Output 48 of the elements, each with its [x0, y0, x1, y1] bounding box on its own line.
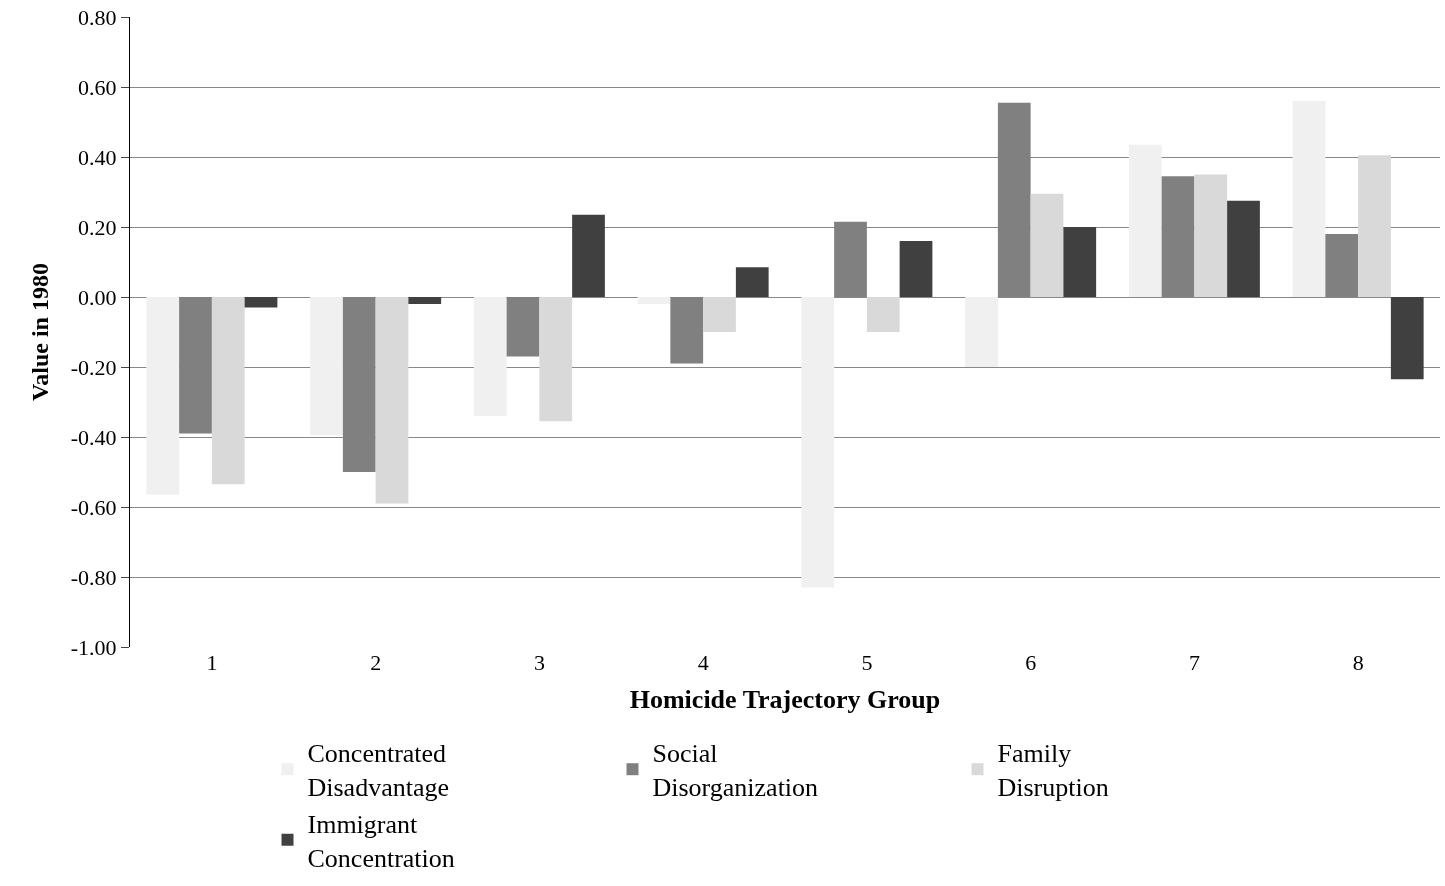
bar: [1063, 227, 1097, 297]
y-tick-label: 0.40: [78, 144, 117, 170]
bar: [310, 297, 343, 436]
bar: [375, 297, 409, 504]
bar: [539, 297, 573, 422]
bar: [801, 297, 835, 588]
y-tick-label: -0.60: [70, 494, 117, 520]
y-tick-label: -0.80: [70, 564, 117, 590]
bar: [1358, 155, 1391, 297]
bar: [572, 214, 605, 297]
bar: [1128, 144, 1162, 297]
bar: [1194, 174, 1228, 297]
bar: [866, 297, 900, 332]
bar: [244, 297, 278, 308]
x-tick-label: 3: [533, 650, 545, 675]
bar: [899, 241, 933, 297]
x-tick-label: 1: [206, 650, 218, 675]
y-tick-label: 0.00: [78, 284, 117, 310]
x-tick-label: 4: [697, 650, 709, 675]
bar: [1292, 101, 1326, 297]
x-tick-label: 8: [1352, 650, 1364, 675]
y-tick-label: -0.40: [70, 424, 117, 450]
bar: [1030, 193, 1064, 297]
y-tick-label: 0.80: [78, 4, 117, 30]
x-tick-label: 7: [1188, 650, 1200, 675]
bar: [637, 297, 671, 304]
y-axis-title: Value in 1980: [26, 263, 53, 401]
y-tick-label: -1.00: [70, 634, 117, 660]
y-tick-label: 0.60: [78, 74, 117, 100]
x-axis-title: Homicide Trajectory Group: [629, 684, 941, 714]
legend-label: Immigrant Concentration: [307, 810, 455, 873]
legend-label: Concentrated Disadvantage: [307, 739, 450, 803]
legend-label: Social Disorganization: [652, 739, 819, 803]
bar: [703, 297, 736, 332]
y-tick-label: 0.20: [78, 214, 117, 240]
bar: [1390, 297, 1424, 380]
x-tick-label: 2: [370, 650, 382, 675]
bar: [1227, 200, 1260, 297]
y-tick-label: -0.20: [70, 354, 117, 380]
bar: [211, 297, 245, 485]
legend-label: Family Disruption: [997, 739, 1109, 803]
bar: [408, 297, 442, 304]
bar: [965, 297, 998, 367]
bar: [473, 297, 507, 416]
x-tick-label: 6: [1025, 650, 1037, 675]
bar: [146, 297, 180, 495]
bar: [735, 267, 769, 297]
x-tick-label: 5: [861, 650, 873, 675]
